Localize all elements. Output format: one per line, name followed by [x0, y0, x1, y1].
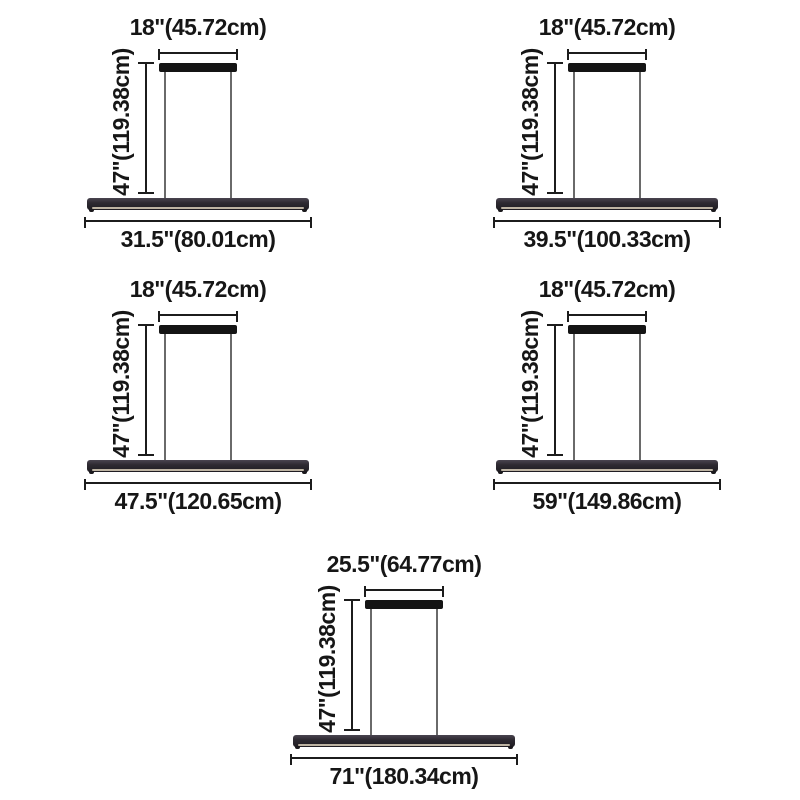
suspension-wire-left — [573, 72, 575, 198]
overall-width-label: 47.5"(120.65cm) — [114, 488, 282, 514]
linear-light-bar — [496, 460, 718, 474]
overall-width-dimension-line — [84, 479, 312, 490]
pendant-diagram-59: 18"(45.72cm) 47"(119.38cm) 59"(149.86cm) — [442, 274, 772, 524]
led-diffuser — [92, 207, 304, 209]
linear-light-bar — [496, 198, 718, 212]
canopy-width-label: 18"(45.72cm) — [129, 276, 267, 302]
pendant-diagram-71: 25.5"(64.77cm) 47"(119.38cm) 71"(180.34c… — [239, 549, 569, 799]
pendant-diagram-31-5: 18"(45.72cm) 47"(119.38cm) 31.5"(80.01cm… — [33, 12, 363, 262]
suspension-wire-right — [436, 609, 438, 735]
height-label: 47"(119.38cm) — [108, 48, 134, 196]
dimension-tick — [344, 729, 360, 731]
canopy-width-label: 18"(45.72cm) — [129, 14, 267, 40]
height-label: 47"(119.38cm) — [314, 585, 340, 733]
ceiling-canopy — [365, 600, 443, 609]
canopy-width-label: 25.5"(64.77cm) — [326, 551, 482, 577]
height-dimension-line — [547, 62, 563, 194]
dimension-tick — [547, 62, 563, 64]
overall-width-dimension-line — [84, 217, 312, 228]
suspension-wire-right — [230, 334, 232, 460]
suspension-wire-left — [370, 609, 372, 735]
dimension-tick — [516, 754, 518, 765]
canopy-width-dimension-line — [158, 49, 238, 60]
linear-light-bar — [87, 460, 309, 474]
linear-light-bar — [87, 198, 309, 212]
led-diffuser — [298, 744, 510, 746]
led-diffuser — [501, 469, 713, 471]
dimension-tick — [236, 49, 238, 60]
suspension-wire-left — [164, 334, 166, 460]
dimension-tick — [547, 192, 563, 194]
pendant-diagram-39-5: 18"(45.72cm) 47"(119.38cm) 39.5"(100.33c… — [442, 12, 772, 262]
dimension-tick — [138, 324, 154, 326]
dimension-tick — [84, 479, 86, 490]
dimension-tick — [645, 311, 647, 322]
linear-light-bar — [293, 735, 515, 749]
overall-width-dimension-line — [493, 217, 721, 228]
dimension-tick — [236, 311, 238, 322]
height-label: 47"(119.38cm) — [517, 310, 543, 458]
ceiling-canopy — [159, 63, 237, 72]
height-dimension-line — [344, 599, 360, 731]
dimension-tick — [364, 586, 366, 597]
overall-width-label: 71"(180.34cm) — [329, 763, 479, 789]
dimension-tick — [158, 49, 160, 60]
dimension-tick — [310, 479, 312, 490]
height-dimension-line — [547, 324, 563, 456]
overall-width-label: 31.5"(80.01cm) — [120, 226, 276, 252]
dimension-tick — [567, 311, 569, 322]
ceiling-canopy — [568, 63, 646, 72]
dimension-tick — [138, 62, 154, 64]
canopy-width-dimension-line — [567, 49, 647, 60]
dimension-tick — [442, 586, 444, 597]
pendant-diagram-47-5: 18"(45.72cm) 47"(119.38cm) 47.5"(120.65c… — [33, 274, 363, 524]
overall-width-label: 59"(149.86cm) — [532, 488, 682, 514]
dimension-tick — [547, 454, 563, 456]
dimension-tick — [567, 49, 569, 60]
dimension-tick — [493, 479, 495, 490]
height-dimension-line — [138, 62, 154, 194]
ceiling-canopy — [159, 325, 237, 334]
ceiling-canopy — [568, 325, 646, 334]
dimension-tick — [547, 324, 563, 326]
dimension-tick — [158, 311, 160, 322]
suspension-wire-right — [639, 72, 641, 198]
height-label: 47"(119.38cm) — [517, 48, 543, 196]
led-diffuser — [92, 469, 304, 471]
suspension-wire-left — [573, 334, 575, 460]
dimension-tick — [138, 454, 154, 456]
dimension-tick — [310, 217, 312, 228]
dimension-tick — [645, 49, 647, 60]
dimension-tick — [719, 479, 721, 490]
canopy-width-dimension-line — [364, 586, 444, 597]
height-label: 47"(119.38cm) — [108, 310, 134, 458]
canopy-width-label: 18"(45.72cm) — [538, 14, 676, 40]
dimension-tick — [138, 192, 154, 194]
canopy-width-label: 18"(45.72cm) — [538, 276, 676, 302]
suspension-wire-left — [164, 72, 166, 198]
dimension-tick — [290, 754, 292, 765]
suspension-wire-right — [230, 72, 232, 198]
suspension-wire-right — [639, 334, 641, 460]
canopy-width-dimension-line — [567, 311, 647, 322]
canopy-width-dimension-line — [158, 311, 238, 322]
dimension-tick — [493, 217, 495, 228]
overall-width-dimension-line — [290, 754, 518, 765]
overall-width-dimension-line — [493, 479, 721, 490]
height-dimension-line — [138, 324, 154, 456]
dimension-tick — [719, 217, 721, 228]
overall-width-label: 39.5"(100.33cm) — [523, 226, 691, 252]
led-diffuser — [501, 207, 713, 209]
dimension-tick — [344, 599, 360, 601]
dimension-tick — [84, 217, 86, 228]
